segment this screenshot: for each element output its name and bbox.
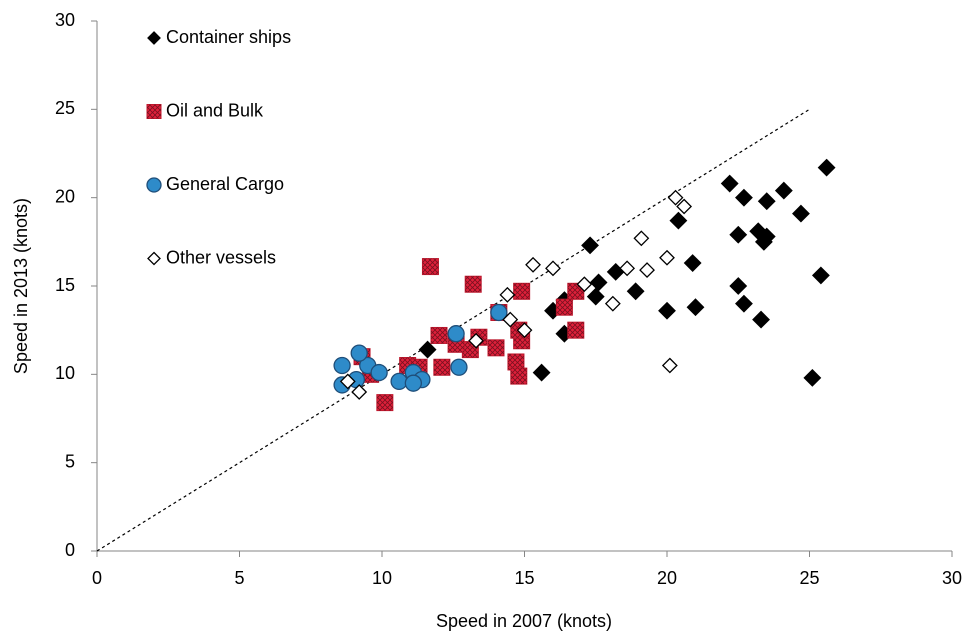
marker bbox=[499, 286, 516, 303]
marker bbox=[555, 298, 573, 316]
marker bbox=[757, 227, 776, 246]
marker bbox=[683, 254, 702, 272]
marker bbox=[418, 340, 437, 359]
marker bbox=[487, 339, 505, 357]
marker bbox=[735, 188, 753, 207]
marker bbox=[351, 384, 368, 400]
legend-label: Oil and Bulk bbox=[166, 100, 264, 120]
marker bbox=[567, 321, 585, 339]
marker bbox=[633, 230, 650, 247]
legend-label: Other vessels bbox=[166, 247, 276, 267]
y-tick-label: 20 bbox=[55, 186, 75, 206]
marker bbox=[333, 356, 351, 375]
x-tick-label: 25 bbox=[799, 568, 819, 588]
marker bbox=[464, 275, 482, 293]
reference-line bbox=[96, 108, 810, 552]
marker bbox=[735, 294, 753, 313]
marker bbox=[586, 287, 605, 306]
x-tick-label: 15 bbox=[514, 568, 534, 588]
y-axis-label: Speed in 2013 (knots) bbox=[11, 198, 31, 374]
marker bbox=[667, 189, 684, 206]
marker bbox=[581, 236, 599, 255]
marker bbox=[513, 282, 531, 300]
marker bbox=[803, 368, 822, 387]
marker bbox=[376, 394, 394, 412]
legend-marker bbox=[146, 104, 162, 119]
marker bbox=[817, 158, 836, 177]
marker bbox=[545, 260, 561, 277]
marker bbox=[659, 249, 675, 266]
x-tick-label: 5 bbox=[234, 568, 244, 588]
marker bbox=[525, 256, 541, 273]
marker bbox=[792, 204, 810, 223]
marker bbox=[686, 298, 705, 317]
marker bbox=[510, 367, 528, 385]
x-tick-label: 10 bbox=[372, 568, 392, 588]
marker bbox=[490, 303, 508, 322]
marker bbox=[720, 174, 739, 193]
marker bbox=[626, 282, 645, 301]
marker bbox=[532, 363, 551, 382]
marker bbox=[447, 325, 465, 343]
y-tick-label: 0 bbox=[65, 540, 75, 560]
marker bbox=[676, 198, 693, 215]
x-axis-label: Speed in 2007 (knots) bbox=[436, 611, 612, 631]
legend-marker bbox=[146, 177, 162, 193]
x-tick-label: 30 bbox=[942, 568, 962, 588]
legend-label: General Cargo bbox=[166, 174, 284, 194]
marker bbox=[370, 363, 388, 382]
legend-label: Container ships bbox=[166, 27, 291, 47]
marker bbox=[774, 181, 793, 200]
marker bbox=[421, 258, 439, 276]
marker bbox=[639, 262, 655, 279]
legend-marker bbox=[147, 251, 161, 266]
marker bbox=[669, 211, 688, 230]
marker bbox=[729, 225, 748, 244]
marker bbox=[468, 332, 484, 349]
marker bbox=[390, 372, 408, 391]
x-tick-label: 0 bbox=[92, 568, 102, 588]
legend-marker bbox=[147, 31, 161, 45]
marker bbox=[811, 266, 830, 285]
marker bbox=[502, 311, 519, 328]
marker bbox=[576, 276, 593, 293]
marker bbox=[450, 358, 468, 376]
marker bbox=[658, 301, 676, 320]
y-tick-label: 15 bbox=[55, 275, 75, 295]
marker bbox=[757, 192, 776, 211]
y-tick-label: 5 bbox=[65, 451, 75, 471]
x-tick-label: 20 bbox=[657, 568, 677, 588]
y-tick-label: 25 bbox=[55, 98, 75, 118]
marker bbox=[729, 277, 748, 295]
marker bbox=[433, 358, 451, 376]
marker bbox=[339, 373, 356, 390]
marker bbox=[752, 310, 770, 329]
marker bbox=[507, 353, 525, 371]
marker bbox=[619, 260, 636, 277]
marker bbox=[350, 344, 368, 362]
marker bbox=[589, 273, 608, 292]
marker bbox=[516, 322, 533, 339]
marker bbox=[430, 326, 448, 344]
y-tick-label: 30 bbox=[55, 10, 75, 30]
marker bbox=[404, 374, 423, 392]
y-tick-label: 10 bbox=[55, 363, 75, 383]
marker bbox=[604, 295, 621, 312]
marker bbox=[661, 357, 678, 374]
